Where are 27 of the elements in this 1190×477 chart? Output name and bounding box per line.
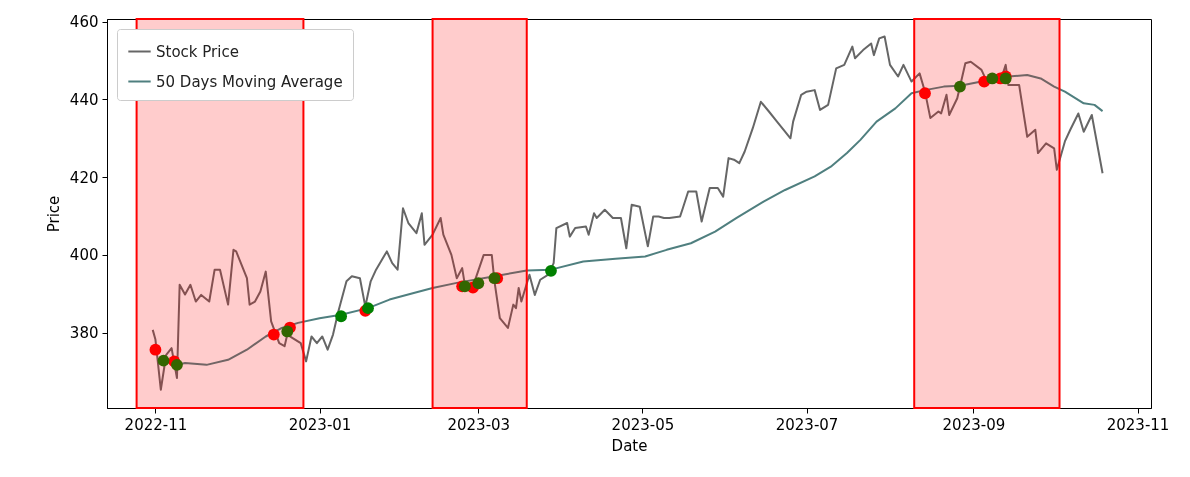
y-axis-title: Price	[44, 195, 63, 233]
x-tick-label: 2023-03	[447, 415, 511, 434]
y-tick-label: 420	[69, 168, 99, 187]
point	[919, 87, 931, 100]
legend-label: 50 Days Moving Average	[156, 72, 343, 91]
x-axis-title: Date	[611, 436, 648, 455]
y-tick-label: 380	[69, 324, 99, 343]
point	[545, 264, 557, 277]
y-tick-label: 440	[69, 90, 99, 109]
y-tick-label: 400	[69, 246, 99, 265]
point	[986, 72, 999, 85]
x-tick-label: 2023-07	[775, 415, 839, 434]
point	[954, 80, 966, 93]
point	[149, 343, 162, 356]
legend-label: Stock Price	[156, 42, 239, 61]
x-tick-label: 2023-09	[942, 415, 1006, 434]
point	[267, 328, 280, 341]
point	[472, 277, 485, 290]
point	[157, 354, 170, 367]
point	[335, 310, 348, 323]
point	[281, 325, 294, 338]
x-tick-label: 2022-11	[124, 415, 188, 434]
line-series	[151, 35, 1104, 391]
x-tick-label: 2023-11	[1106, 415, 1170, 434]
y-tick-label: 460	[69, 13, 99, 32]
x-tick-label: 2023-01	[288, 415, 352, 434]
x-tick-label: 2023-05	[611, 415, 675, 434]
